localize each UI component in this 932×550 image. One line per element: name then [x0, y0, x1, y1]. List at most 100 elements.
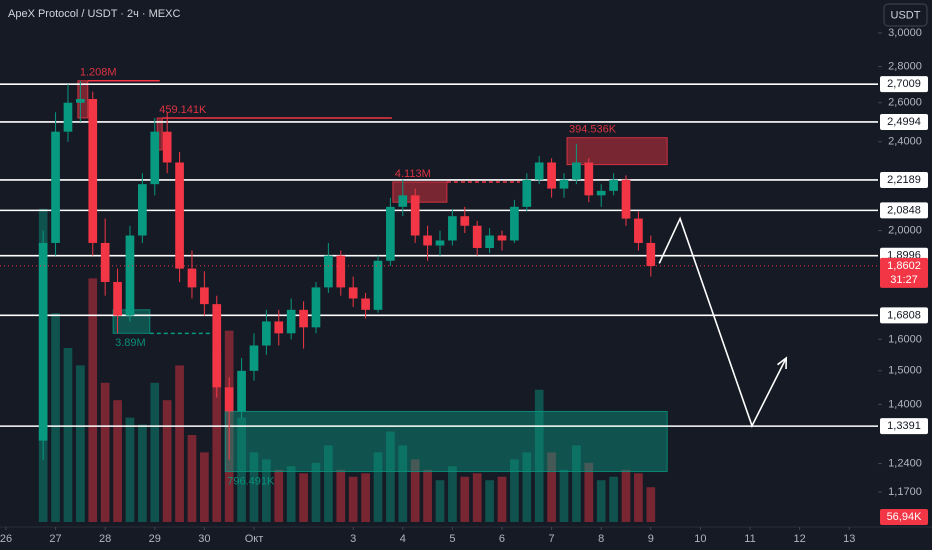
candle-body [348, 287, 358, 299]
volume-bar [423, 469, 432, 522]
volume-bar [274, 469, 284, 522]
volume-bar [336, 469, 346, 522]
candle-body [138, 184, 147, 236]
volume-bar [448, 466, 457, 522]
x-tick-label: 4 [400, 533, 406, 545]
volume-bar [187, 435, 197, 522]
candle-body [286, 309, 296, 334]
volume-bar [212, 348, 222, 522]
projection-arrowhead [777, 356, 788, 370]
volume-bar [584, 462, 594, 522]
volume-bar [534, 389, 544, 522]
y-tick-label: 1,1700 [888, 486, 922, 498]
axes: 3,0000 2,8000 2,6000 2,4000 2,0000 1,6000 1,50… [0, 27, 928, 545]
currency-button[interactable] [883, 3, 928, 27]
currency-label[interactable]: USDT [891, 9, 921, 21]
x-tick-label: 13 [843, 533, 855, 545]
candle-body [150, 131, 160, 185]
level-label-box [880, 171, 928, 188]
x-tick-label: 30 [198, 533, 210, 545]
candle-body [572, 162, 581, 180]
volume-bar [435, 480, 445, 522]
y-tick-label: 3,0000 [888, 27, 922, 39]
volume-bar [162, 400, 172, 522]
volume-bar [286, 466, 296, 522]
candle-body [187, 268, 197, 288]
y-tick-label: 2,6000 [888, 97, 922, 109]
candle-body [311, 287, 321, 328]
x-tick-label: 7 [549, 533, 555, 545]
y-tick-label: 1,6000 [888, 333, 922, 345]
candle-body [386, 206, 395, 261]
candle-body [38, 242, 48, 441]
volume-bar [63, 348, 73, 522]
x-tick-label: 29 [149, 533, 161, 545]
volume-bar [510, 459, 519, 522]
level-label-box [880, 113, 928, 130]
volume-bar [572, 445, 581, 522]
candle-body [485, 235, 494, 248]
candle-body [497, 235, 507, 241]
level-label: 1,8996 [887, 250, 921, 262]
volume-bar [559, 469, 569, 522]
candle-body [100, 242, 110, 282]
volume-bar [76, 365, 85, 522]
volume-bar [373, 452, 383, 522]
volume-bar [361, 473, 370, 522]
level-label: 2,2189 [887, 174, 921, 186]
volume-bar [646, 487, 656, 522]
volume-bar [460, 476, 470, 522]
volume-bar [485, 480, 494, 522]
volume-bar [497, 476, 507, 522]
candle-body [609, 179, 618, 191]
x-tick-label: 12 [793, 533, 805, 545]
volume-bar [100, 382, 110, 522]
zone [224, 410, 668, 473]
volume-bar [348, 476, 358, 522]
chart-title: ApeX Protocol / USDT · 2ч · MEXC [8, 8, 180, 20]
candle-body [472, 225, 482, 248]
level-label: 2,0848 [887, 204, 921, 216]
candle-body [448, 216, 457, 241]
level-label-box [880, 307, 928, 324]
last-price-label: 1,8602 [887, 260, 921, 272]
candle-body [646, 242, 656, 266]
y-tick-label: 1,4000 [888, 398, 922, 410]
candle-body [63, 102, 73, 132]
volume-bar [299, 473, 308, 522]
x-tick-label: Окт [245, 533, 264, 545]
level-label-box [880, 76, 928, 93]
zone-label: 1.208M [80, 67, 117, 79]
candle-body [125, 235, 135, 316]
x-tick-label: 27 [49, 533, 61, 545]
candle-body [88, 98, 98, 243]
zone-label: 394.536K [569, 124, 617, 136]
last-price-box [880, 257, 928, 288]
candle-body [435, 240, 445, 246]
candle-body [410, 195, 420, 236]
volume-label-box [880, 509, 928, 525]
x-tick-label: 3 [350, 533, 356, 545]
candle-body [113, 281, 122, 316]
volume-bar [609, 476, 618, 522]
y-tick-label: 2,0000 [888, 225, 922, 237]
volume-bar [51, 313, 60, 522]
level-label-box [880, 202, 928, 219]
level-label: 1,3391 [887, 420, 921, 432]
candle-body [336, 255, 346, 288]
zone-label: 459.141K [159, 104, 207, 116]
candle-body [361, 298, 370, 310]
volume-bar [113, 400, 122, 522]
candle-body [596, 190, 606, 196]
candle-body [621, 179, 631, 219]
x-tick-label: 8 [598, 533, 604, 545]
volume-bar [175, 365, 184, 522]
candle-body [274, 321, 284, 334]
volume-bar [634, 473, 643, 522]
level-label: 1,6808 [887, 309, 921, 321]
x-tick-label: 5 [449, 533, 455, 545]
level-label: 2,7009 [887, 78, 921, 90]
candle-body [634, 218, 643, 243]
candle-body [249, 345, 259, 371]
